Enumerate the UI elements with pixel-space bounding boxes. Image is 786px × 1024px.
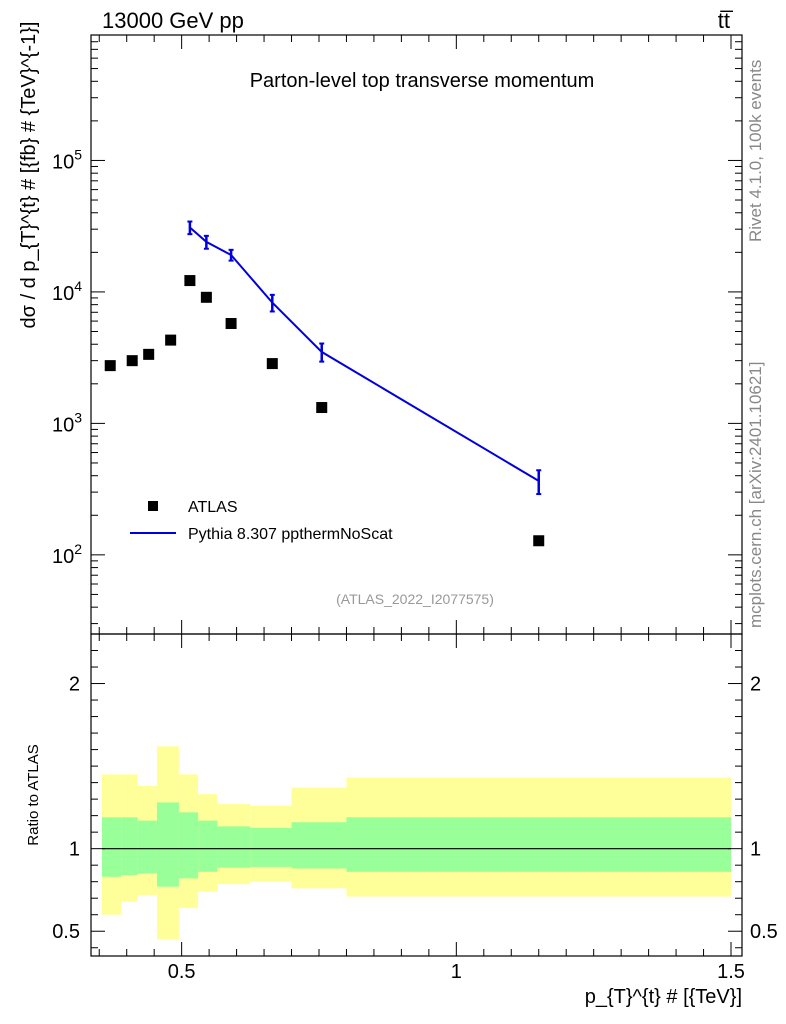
pythia-line xyxy=(189,226,540,482)
main-panel: Parton-level top transverse momentum dσ … xyxy=(18,22,743,635)
ratio-y-axis-label: Ratio to ATLAS xyxy=(25,744,42,845)
ratio-y-tick-label: 0.5 xyxy=(52,921,80,943)
ratio-inner-band xyxy=(156,802,179,887)
atlas-data-point xyxy=(184,275,196,287)
main-y-tick-label: 105 xyxy=(52,146,82,173)
atlas-data-point xyxy=(143,348,155,360)
legend: ATLAS Pythia 8.307 ppthermNoScat xyxy=(130,499,393,543)
rivet-version-label: Rivet 4.1.0, 100k events xyxy=(746,60,765,242)
main-y-tick-label: 103 xyxy=(52,409,82,436)
x-axis-label: p_{T}^{t} # [{TeV}] xyxy=(585,986,742,1008)
ratio-inner-band xyxy=(217,826,251,868)
ratio-x-tick-label: 1.5 xyxy=(717,961,745,983)
legend-label-pythia: Pythia 8.307 ppthermNoScat xyxy=(188,526,393,543)
ratio-inner-band xyxy=(198,820,218,872)
atlas-data-point xyxy=(316,402,328,414)
energy-label: 13000 GeV pp xyxy=(102,8,244,33)
ratio-inner-band xyxy=(121,817,138,876)
atlas-data-point xyxy=(165,334,177,346)
ratio-frame xyxy=(90,633,743,957)
ratio-inner-band xyxy=(250,828,292,867)
ratio-x-tick-label: 1 xyxy=(451,961,462,983)
source-label: mcplots.cern.ch [arXiv:2401.10621] xyxy=(746,362,765,628)
process-label: tt̅ xyxy=(718,8,734,33)
atlas-data-point xyxy=(126,355,138,367)
ratio-inner-band xyxy=(101,817,122,877)
ratio-inner-band xyxy=(137,820,157,874)
main-title: Parton-level top transverse momentum xyxy=(250,70,595,92)
atlas-data-point xyxy=(225,318,237,330)
ratio-y-tick-label-right: 0.5 xyxy=(750,921,778,943)
main-frame xyxy=(90,34,743,635)
ratio-inner-band xyxy=(178,812,199,879)
ratio-y-tick-label: 1 xyxy=(69,839,80,861)
ratio-panel: Ratio to ATLAS 0.5 0.5 1 1 2 2 0.5 1 1.5 p_{T}^{… xyxy=(25,633,778,1008)
atlas-data-point xyxy=(266,358,278,370)
ratio-y-tick-label-right: 1 xyxy=(750,839,761,861)
legend-marker-atlas xyxy=(148,501,158,511)
analysis-tag: (ATLAS_2022_I2077575) xyxy=(336,591,494,607)
main-y-tick-label: 104 xyxy=(52,278,82,305)
legend-label-atlas: ATLAS xyxy=(188,499,238,516)
main-y-axis-label: dσ / d p_{T}^{t} # [{fb} # {TeV}^{-1}] xyxy=(18,22,40,329)
atlas-data-point xyxy=(200,291,212,303)
ratio-y-tick-label-right: 2 xyxy=(750,674,761,696)
ratio-x-tick-label: 0.5 xyxy=(168,961,196,983)
atlas-data-point xyxy=(533,535,545,547)
main-y-tick-label: 102 xyxy=(52,541,82,568)
ratio-y-tick-label: 2 xyxy=(69,674,80,696)
atlas-data-point xyxy=(104,360,116,372)
ratio-inner-band xyxy=(291,822,347,869)
ratio-inner-band xyxy=(346,817,732,872)
